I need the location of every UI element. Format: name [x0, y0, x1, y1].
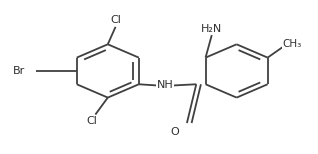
Text: Cl: Cl — [110, 15, 121, 25]
Text: Br: Br — [13, 66, 25, 76]
Text: Cl: Cl — [87, 116, 98, 126]
Text: H₂N: H₂N — [201, 24, 222, 34]
Text: O: O — [170, 126, 179, 136]
Text: NH: NH — [157, 81, 174, 91]
Text: CH₃: CH₃ — [283, 39, 302, 49]
